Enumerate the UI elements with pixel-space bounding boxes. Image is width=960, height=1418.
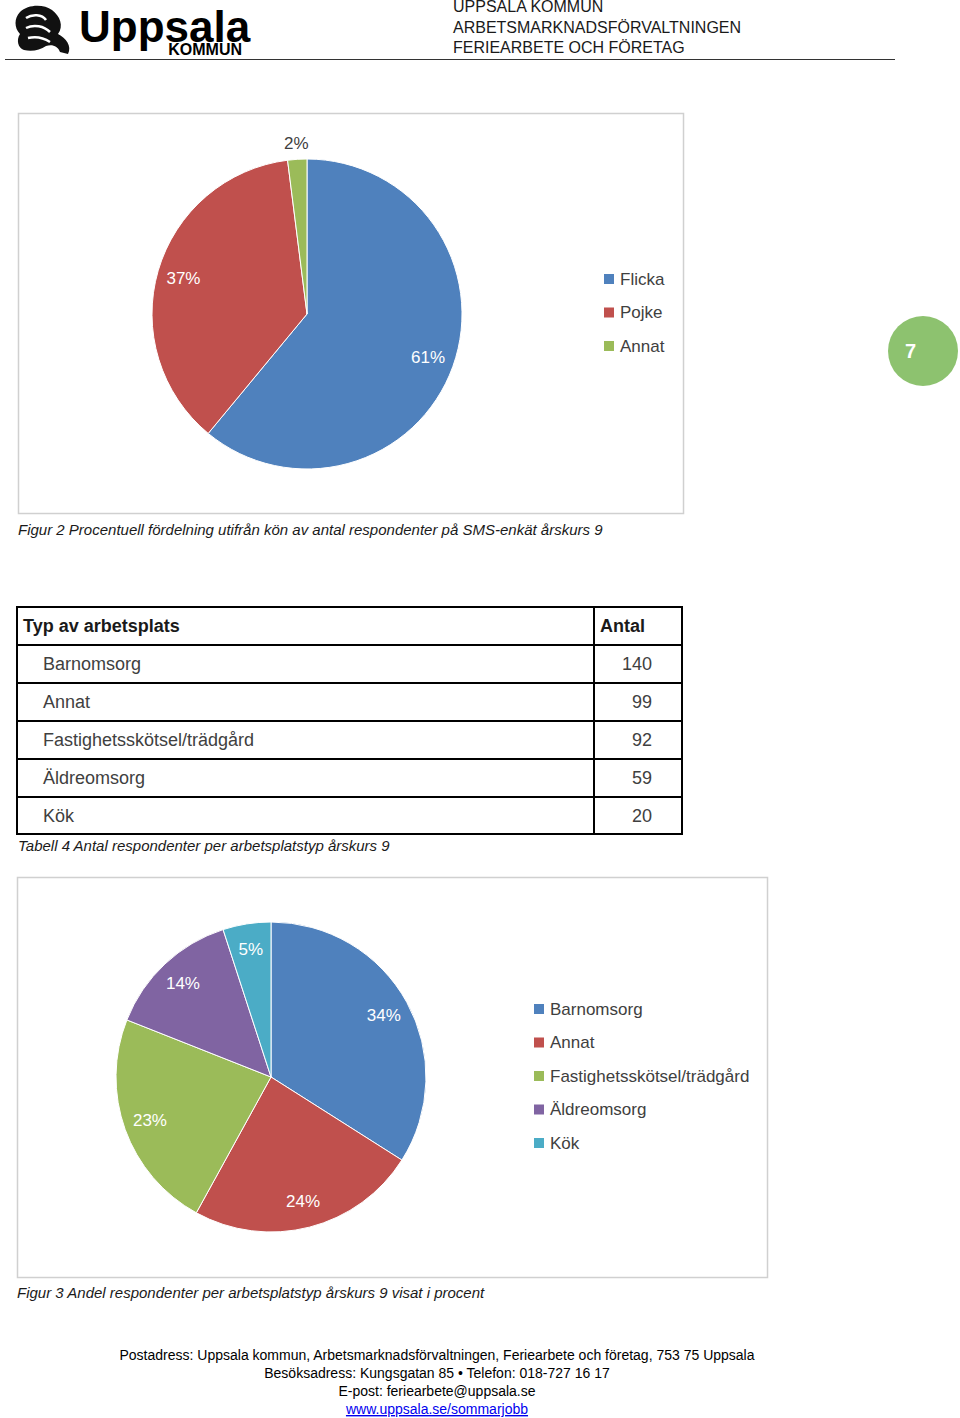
logo-shape — [16, 6, 70, 54]
pie-slice — [288, 159, 307, 314]
table-cell: Barnomsorg — [43, 654, 141, 674]
header-rule — [5, 59, 895, 60]
data-label: 61% — [411, 348, 445, 367]
figure-caption: Figur 2 Procentuell fördelning utifrån k… — [18, 521, 603, 538]
legend-label: Fastighetsskötsel/trädgård — [550, 1067, 749, 1086]
legend: Barnomsorg Annat Fastighetsskötsel/trädgår… — [534, 1000, 749, 1153]
table-cell: 92 — [632, 730, 652, 750]
table-cell: 99 — [632, 692, 652, 712]
legend-swatch — [534, 1138, 544, 1148]
figure-caption: Figur 3 Andel respondenter per arbetspla… — [17, 1284, 485, 1301]
header-line: UPPSALA KOMMUN — [453, 0, 603, 15]
header-line: FERIEARBETE OCH FÖRETAG — [453, 39, 685, 56]
header: UppsalaKOMMUNUPPSALA KOMMUNARBETSMARKNAD… — [5, 0, 895, 60]
data-label: 34% — [367, 1006, 401, 1025]
legend-label: Annat — [620, 337, 665, 356]
footer: Postadress: Uppsala kommun, Arbetsmarkna… — [119, 1347, 754, 1417]
chart-frame — [18, 878, 768, 1278]
legend-label: Flicka — [620, 270, 665, 289]
table-caption: Tabell 4 Antal respondenter per arbetspl… — [18, 837, 390, 854]
legend-swatch — [534, 1071, 544, 1081]
logo-emblem — [16, 6, 70, 54]
table-header-cell: Antal — [600, 616, 645, 636]
table-cell: 20 — [632, 806, 652, 826]
pie-slice — [152, 160, 307, 433]
logo-detail — [26, 15, 50, 42]
pie-chart: 34% 24% 23% 14% 5% Barnomsorg Annat Fastighetss… — [18, 878, 768, 1278]
data-label: 2% — [284, 134, 309, 153]
logo-subtext: KOMMUN — [168, 41, 242, 58]
slices — [152, 159, 462, 469]
data-labels: 61% 37% 2% — [166, 134, 445, 367]
footer-link[interactable]: www.uppsala.se/sommarjobb — [345, 1401, 528, 1417]
header-line: ARBETSMARKNADSFÖRVALTNINGEN — [453, 19, 741, 36]
legend-swatch — [534, 1004, 544, 1014]
legend-label: Äldreomsorg — [550, 1100, 646, 1119]
footer-line: Postadress: Uppsala kommun, Arbetsmarkna… — [119, 1347, 754, 1363]
table-row-rule — [17, 720, 682, 722]
table-row-rule — [17, 644, 682, 646]
pie-slice — [223, 922, 271, 1077]
slices — [116, 922, 426, 1232]
table-column-rule — [593, 607, 595, 834]
table-cell: Annat — [43, 692, 90, 712]
data-label: 23% — [133, 1111, 167, 1130]
page: UppsalaKOMMUNUPPSALA KOMMUNARBETSMARKNAD… — [0, 0, 960, 1418]
pie-chart: 61% 37% 2% Flicka Pojke Annat — [19, 114, 684, 514]
data-label: 5% — [239, 940, 264, 959]
footer-line: Besöksadress: Kungsgatan 85 • Telefon: 0… — [264, 1365, 610, 1381]
data-label: 14% — [166, 974, 200, 993]
legend-swatch — [604, 341, 614, 351]
table-cell: Fastighetsskötsel/trädgård — [43, 730, 254, 750]
chart-frame — [19, 114, 684, 514]
table: Typ av arbetsplats Antal Barnomsorg 140 Anna… — [17, 607, 682, 834]
legend-label: Barnomsorg — [550, 1000, 643, 1019]
legend-label: Kök — [550, 1134, 580, 1153]
table-border — [17, 607, 682, 834]
table-row-rule — [17, 758, 682, 760]
legend-swatch — [534, 1105, 544, 1115]
legend-swatch — [604, 274, 614, 284]
footer-line: E-post: feriearbete@uppsala.se — [338, 1383, 535, 1399]
legend-label: Annat — [550, 1033, 595, 1052]
table-header-cell: Typ av arbetsplats — [23, 616, 180, 636]
table-cell: Äldreomsorg — [43, 768, 145, 788]
data-label: 37% — [166, 269, 200, 288]
legend: Flicka Pojke Annat — [604, 270, 665, 356]
legend-label: Pojke — [620, 303, 663, 322]
legend-swatch — [534, 1038, 544, 1048]
page-number: 7 — [888, 316, 958, 386]
page-number-badge — [888, 316, 958, 386]
data-labels: 34% 24% 23% 14% 5% — [133, 940, 401, 1211]
data-label: 24% — [286, 1192, 320, 1211]
table-cell: 140 — [622, 654, 652, 674]
legend-swatch — [604, 308, 614, 318]
page-number-text: 7 — [905, 340, 916, 362]
table-cell: Kök — [43, 806, 75, 826]
table-row-rule — [17, 796, 682, 798]
table-row-rule — [17, 682, 682, 684]
table-cell: 59 — [632, 768, 652, 788]
